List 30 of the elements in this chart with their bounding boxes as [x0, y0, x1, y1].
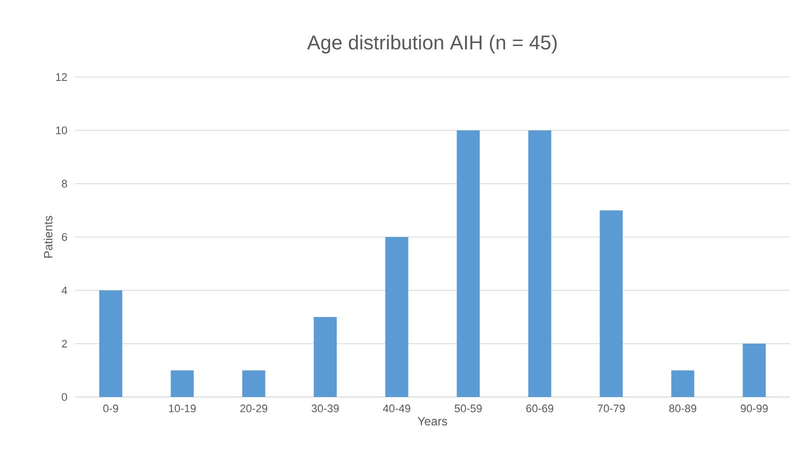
x-tick-label: 20-29 [240, 404, 268, 412]
y-tick-label: 0 [62, 393, 68, 401]
y-tick-label: 2 [62, 340, 67, 348]
y-tick-label: 6 [62, 233, 67, 241]
x-tick-label: 50-59 [454, 404, 482, 412]
x-tick-label: 70-79 [598, 404, 625, 412]
x-tick-label: 90-99 [740, 404, 768, 412]
chart-title: Age distribution AIH (n = 45) [307, 34, 557, 54]
y-axis-title: Patients [44, 216, 52, 258]
y-tick-label: 8 [62, 180, 67, 188]
y-tick-label: 10 [56, 126, 68, 134]
bar [671, 370, 694, 397]
bar [170, 370, 194, 397]
bar [742, 344, 766, 397]
x-axis-title: Years [418, 417, 448, 426]
x-tick-label: 40-49 [382, 404, 410, 412]
bar [99, 290, 122, 397]
y-tick-label: 4 [62, 286, 68, 294]
bar [600, 210, 623, 397]
x-tick-label: 30-39 [312, 404, 339, 412]
y-tick-label: 12 [56, 73, 67, 81]
x-tick-label: 60-69 [526, 404, 554, 412]
x-tick-label: 10-19 [169, 404, 196, 412]
x-tick-label: 0-9 [103, 404, 118, 412]
bar [314, 317, 337, 397]
bar [456, 130, 480, 397]
bar [528, 130, 552, 397]
bar [242, 370, 266, 397]
x-tick-label: 80-89 [669, 404, 696, 412]
bar [385, 236, 408, 397]
